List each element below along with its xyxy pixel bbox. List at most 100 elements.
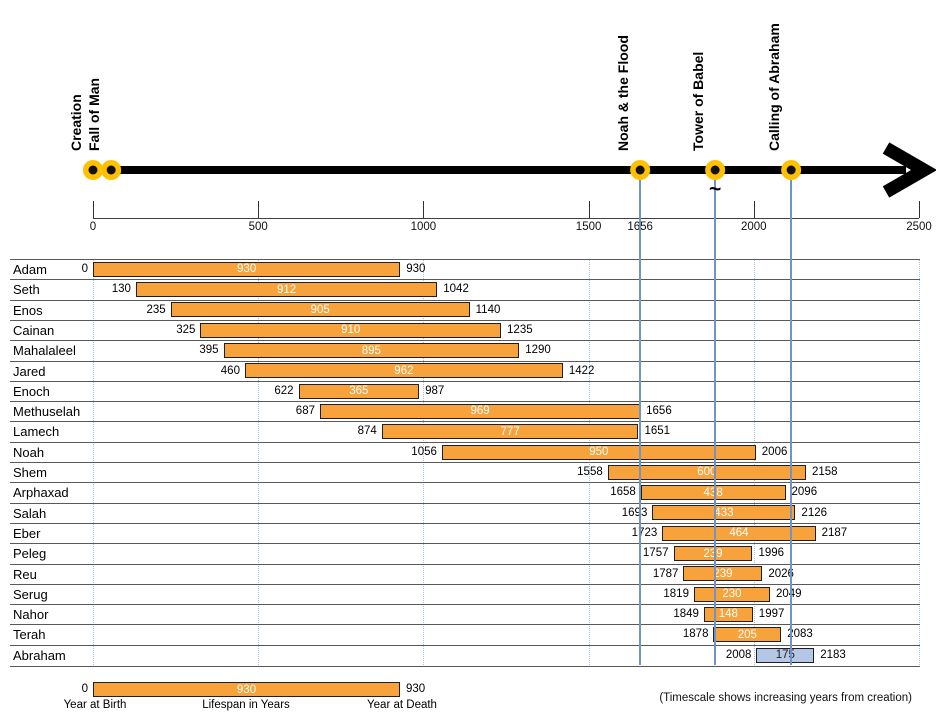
event-label: Calling of Abraham <box>765 23 782 151</box>
chart-row: Nahor <box>10 604 920 625</box>
lifespan-value: 962 <box>394 364 414 377</box>
year-axis: 050010001500200025001656 <box>0 0 936 250</box>
lifespan-value: 205 <box>737 628 757 641</box>
death-year-label: 987 <box>425 384 445 397</box>
lifespan-value: 148 <box>718 608 738 621</box>
person-name: Serug <box>13 586 48 602</box>
death-year-label: 1651 <box>644 425 671 438</box>
lifespan-value: 239 <box>703 547 723 560</box>
lifespan-bar: 777 <box>381 424 639 440</box>
death-year-label: 2158 <box>812 466 838 478</box>
lifespan-value: 438 <box>703 486 723 499</box>
person-name: Terah <box>13 627 46 643</box>
death-year-label: 2183 <box>820 648 846 661</box>
birth-year-label: 687 <box>295 405 315 418</box>
lifespan-value: 365 <box>349 385 369 398</box>
chart-row: Enos <box>10 299 920 321</box>
lifespan-bar: 912 <box>135 282 438 298</box>
axis-tick-label: 500 <box>248 221 268 233</box>
timescale-footnote: (Timescale shows increasing years from c… <box>659 692 912 704</box>
birth-year-label: 1819 <box>663 587 689 600</box>
death-year-label: 2083 <box>787 628 813 641</box>
lifespan-value: 433 <box>714 506 734 519</box>
death-year-label: 2126 <box>801 506 828 519</box>
axis-tick-label: 1500 <box>575 221 602 233</box>
birth-year-label: 2008 <box>725 648 752 661</box>
death-year-label: 1997 <box>758 608 785 621</box>
death-year-label: 2026 <box>768 567 794 580</box>
event-labels: Creation Fall of Man Noah & the Flood Tower… <box>0 0 936 250</box>
chart-row: Methuselah <box>10 401 920 422</box>
axis-tick <box>423 201 425 218</box>
axis-tick-label: 2500 <box>906 221 932 233</box>
legend-lifespan-caption: Lifespan in Years <box>202 699 290 711</box>
birth-year-label: 130 <box>111 283 131 296</box>
lifespan-bar: 905 <box>170 302 470 318</box>
event-label: Noah & the Flood <box>614 35 631 151</box>
lifespan-bar: 910 <box>200 322 502 338</box>
person-name: Seth <box>13 282 40 298</box>
person-name: Arphaxad <box>13 485 69 501</box>
person-name: Enos <box>13 302 43 318</box>
chart-row: Terah <box>10 624 920 645</box>
chart-row: Lamech <box>10 421 920 442</box>
birth-year-label: 1757 <box>642 547 669 560</box>
lifespan-bar: 895 <box>223 343 520 358</box>
birth-year-label: 1658 <box>610 486 636 499</box>
lifespan-value: 910 <box>341 324 361 337</box>
person-name: Noah <box>13 444 45 460</box>
axis-line <box>93 218 919 219</box>
person-name: Peleg <box>13 546 47 562</box>
legend-birth-value: 0 <box>81 683 88 695</box>
birth-year-label: 1849 <box>673 608 699 621</box>
person-name: Methuselah <box>13 404 81 420</box>
chart-row: Enoch <box>10 380 920 402</box>
chart-row: Eber <box>10 522 920 544</box>
event-guide-line <box>639 170 642 665</box>
death-year-label: 2006 <box>761 445 788 458</box>
chart-row: Abraham <box>10 644 920 667</box>
lifespan-bar: 239 <box>673 546 753 561</box>
axis-tick <box>588 201 590 218</box>
death-year-label: 1235 <box>507 323 533 336</box>
chart-row: Salah <box>10 502 920 524</box>
lifespan-value: 905 <box>310 303 330 316</box>
person-name: Nahor <box>13 607 49 623</box>
lifespan-value: 969 <box>470 405 490 418</box>
lifespan-bar: 230 <box>693 586 770 602</box>
lifespan-bar: 438 <box>640 485 786 501</box>
birth-year-label: 1558 <box>577 466 603 478</box>
event-guide-line <box>790 170 793 665</box>
lifespan-bar: 464 <box>662 525 816 541</box>
person-name: Abraham <box>13 647 66 663</box>
person-name: Salah <box>13 505 47 521</box>
lifespan-bar: 239 <box>683 566 763 582</box>
lifespan-bar: 205 <box>713 627 782 643</box>
person-name: Jared <box>13 363 46 379</box>
person-name: Lamech <box>13 424 60 440</box>
death-year-label: 1290 <box>525 344 551 357</box>
death-year-label: 1140 <box>475 303 501 316</box>
person-name: Adam <box>13 262 47 277</box>
person-name: Enoch <box>13 383 50 399</box>
event-label: Creation <box>67 94 84 151</box>
lifespan-value: 912 <box>277 283 297 296</box>
chart-row: Peleg <box>10 543 920 564</box>
axis-tick <box>919 201 920 218</box>
chart-row: Shem <box>10 462 920 483</box>
chart-row: Reu <box>10 563 920 585</box>
legend-bar: 930 <box>93 682 400 697</box>
lifespan-bar: 950 <box>441 444 756 460</box>
birth-year-label: 460 <box>220 364 240 377</box>
birth-year-label: 622 <box>274 384 294 397</box>
death-year-label: 2187 <box>821 526 848 539</box>
axis-tick-label: 2000 <box>741 221 767 233</box>
chart-row: Adam <box>10 259 920 280</box>
chart-row: Arphaxad <box>10 482 920 503</box>
axis-tick <box>93 201 94 218</box>
person-name: Cainan <box>13 322 55 338</box>
event-guide-line <box>714 170 717 665</box>
lifespan-bar: 930 <box>93 261 401 277</box>
